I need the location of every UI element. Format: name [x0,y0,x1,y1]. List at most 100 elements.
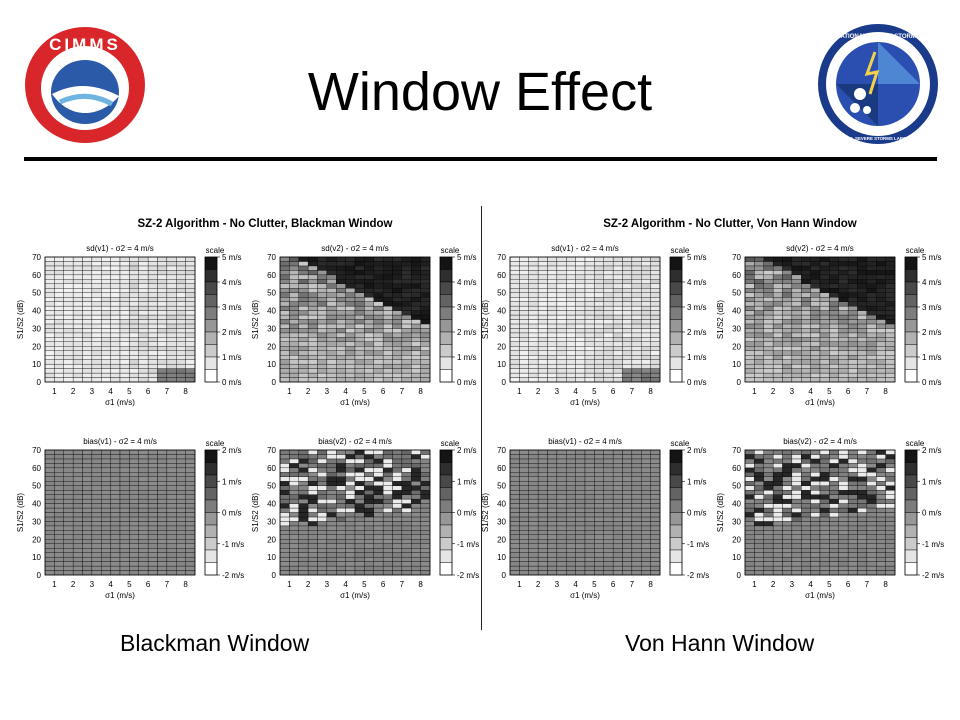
heatmap-cell [810,481,821,486]
heatmap-cell [326,359,337,365]
x-tick-label: 3 [90,580,95,589]
heatmap-cell [411,467,421,473]
heatmap-cell [885,485,896,491]
heatmap-cell [547,494,558,500]
heatmap-cell [82,476,93,482]
heatmap-cell [411,292,421,298]
heatmap-cell [176,279,186,284]
heatmap-cell [829,372,839,378]
heatmap-cell [54,498,64,504]
heatmap-cell [594,270,604,276]
heatmap-cell [772,530,783,535]
heatmap-cell [754,534,764,540]
heatmap-cell [392,463,403,469]
heatmap-cell [763,363,774,369]
heatmap-cell [810,256,821,262]
heatmap-cell [612,346,623,351]
heatmap-cell [772,256,783,262]
y-tick-label: 30 [32,324,41,333]
heatmap-cell [119,525,130,531]
heatmap-cell [829,359,839,365]
heatmap-cell [566,328,576,334]
heatmap-cell [650,346,661,351]
heatmap-cell [528,548,539,553]
y-tick-label: 10 [732,360,741,369]
heatmap-cell [119,314,130,320]
heatmap-cell [101,310,111,316]
heatmap-cell [176,512,186,518]
heatmap-cell [763,301,774,307]
heatmap-cell [289,319,299,325]
heatmap-cell [147,485,158,491]
heatmap-cell [72,319,83,325]
heatmap-cell [744,283,755,289]
heatmap-cell [411,261,421,267]
heatmap-cell [885,512,896,518]
heatmap-cell [866,449,877,455]
heatmap-cell [354,319,365,325]
heatmap-cell [857,485,868,491]
scale-label: 0 m/s [687,509,707,518]
heatmap-cell [289,454,299,460]
heatmap-cell [528,265,539,271]
heatmap-cell [345,363,356,369]
heatmap-cell [847,359,858,365]
heatmap-cell [566,467,576,473]
heatmap-cell [744,467,755,473]
heatmap-cell [829,561,839,567]
heatmap-cell [556,337,567,342]
heatmap-cell [63,481,74,486]
heatmap-cell [744,337,755,342]
heatmap-cell [763,332,774,338]
heatmap-cell [791,328,802,334]
heatmap-cell [528,561,539,567]
heatmap-cell [631,359,642,365]
heatmap-cell [185,548,196,553]
heatmap-cell [857,530,868,535]
heatmap-cell [650,498,661,504]
heatmap-cell [603,516,614,522]
heatmap-cell [345,332,356,338]
heatmap-cell [622,552,633,558]
heatmap-cell [110,449,121,455]
heatmap-cell [763,449,774,455]
heatmap-cell [382,467,393,473]
heatmap-cell [556,279,567,284]
heatmap-cell [838,319,849,325]
heatmap-cell [819,279,830,284]
scale-label: -2 m/s [222,571,244,580]
x-tick-label: 2 [771,387,776,396]
heatmap-cell [326,346,337,351]
heatmap-cell [519,301,529,307]
heatmap-cell [876,350,886,356]
heatmap-cell [866,463,877,469]
heatmap-cell [556,350,567,356]
scale-swatch [669,294,683,308]
heatmap-cell [298,372,309,378]
heatmap-cell [176,463,186,469]
heatmap-cell [641,346,651,351]
heatmap-cell [147,359,158,365]
heatmap-cell [866,377,877,383]
heatmap-cell [772,498,783,504]
heatmap-cell [382,534,393,540]
heatmap-cell [336,467,346,473]
heatmap-cell [317,521,328,527]
heatmap-cell [763,310,774,316]
heatmap-cell [744,543,755,549]
heatmap-cell [772,368,783,374]
heatmap-cell [594,314,604,320]
heatmap-cell [810,270,821,276]
heatmap-cell [528,328,539,334]
heatmap-cell [326,561,337,567]
heatmap-cell [392,355,403,360]
heatmap-cell [91,472,102,477]
heatmap-cell [411,314,421,320]
scale-swatch [904,549,918,563]
heatmap-cell [603,467,614,473]
heatmap-cell [791,350,802,356]
heatmap-cell [307,485,318,491]
heatmap-cell [641,503,651,509]
heatmap-cell [176,355,186,360]
heatmap-cell [119,539,130,544]
